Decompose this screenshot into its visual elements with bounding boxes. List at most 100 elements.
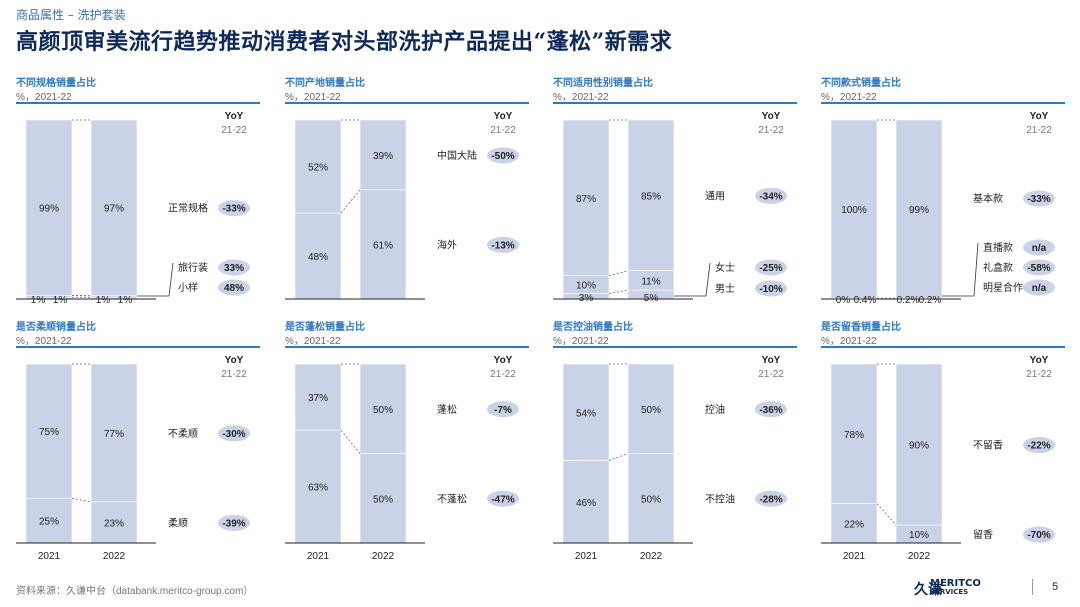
chart-unit: %，2021-22 [16,336,72,347]
yoy-header: YoY [762,111,781,122]
yoy-value: 33% [224,263,244,274]
chart-panel: 不同款式销量占比 %，2021-22 YoY 21-22 100% 0% 0.4% 99% 0.… [821,74,1069,318]
bar-segment [895,119,943,299]
stacked-bar-chart: YoY 21-22 52% 48% 39% 61% 中国大陆 -50% 海外 -13% [285,111,519,300]
yoy-badge [218,514,250,531]
stacked-bar-chart: YoY 21-22 87% 10%3% 85% 11% 5% 通用 -34% 女士 -25% 男士 -1… [553,111,787,304]
stacked-bar-chart: YoY 21-22 37% 63% 50% 50% 蓬松 -7% 不蓬松 -47% 2021 2022 [285,355,519,562]
category-label: 基本款 [973,192,1003,205]
chart-rule [821,346,1065,348]
yoy-header: YoY [494,111,513,122]
yoy-value: -34% [759,191,782,202]
brand-logo-cn: 久谦 [914,582,942,598]
x-tick-label: 2022 [640,551,663,562]
bar-segment [25,363,73,499]
yoy-badge [1023,190,1055,207]
data-label: 54% [576,408,596,419]
data-label: 99% [909,205,929,216]
yoy-badge [487,236,519,253]
stacked-bar-chart: YoY 21-22 78% 22% 90% 10% 不留香 -22% 留香 -70% 2021 202… [821,355,1055,562]
yoy-value: -28% [759,494,782,505]
yoy-header: YoY [225,355,244,366]
bar-segment [830,119,878,299]
x-tick-label: 2022 [908,551,931,562]
data-label: 0.4% [854,295,877,306]
yoy-value: -30% [222,429,245,440]
yoy-period: 21-22 [490,369,516,380]
data-label: 1% [118,295,133,306]
category-label: 不蓬松 [437,492,467,505]
data-label: 37% [308,393,328,404]
data-label: 0.2% [919,295,942,306]
yoy-badge [755,259,787,276]
label-leader [674,262,711,297]
yoy-badge [1023,526,1055,543]
data-label: 63% [308,483,328,494]
bar-segment [294,119,342,214]
yoy-period: 21-22 [758,125,784,136]
yoy-header: YoY [494,355,513,366]
data-label: 22% [844,519,864,530]
category-label: 直播款 [983,241,1013,254]
bar-segment [895,363,943,526]
data-label: 1% [96,295,111,306]
data-label: 11% [641,276,660,287]
yoy-value: n/a [1032,283,1047,294]
data-label: 10% [576,281,596,292]
chart-unit: %，2021-22 [16,92,72,103]
chart-unit: %，2021-22 [821,336,877,347]
data-label: 85% [641,191,661,202]
data-label: 3% [579,293,594,304]
chart-unit: %，2021-22 [821,92,877,103]
data-label: 90% [909,441,929,452]
x-tick-label: 2022 [103,551,126,562]
data-label: 97% [104,204,124,215]
bar-connector [876,503,897,526]
yoy-badge [218,200,250,217]
yoy-value: -58% [1027,263,1050,274]
yoy-period: 21-22 [221,125,247,136]
chart-unit: %，2021-22 [553,336,609,347]
yoy-value: 48% [224,283,244,294]
category-label: 礼盒款 [983,261,1013,274]
page-title: 高颜顶审美流行趋势推动消费者对头部洗护产品提出“蓬松”新需求 [16,29,673,55]
chart-panel: 不同适用性别销量占比 %，2021-22 YoY 21-22 87% 10% 3% 85% 11… [553,74,801,318]
data-label: 50% [373,494,393,505]
data-label: 1% [53,295,68,306]
breadcrumb: 商品属性 – 洗护套装 [16,8,126,22]
yoy-header: YoY [1030,355,1049,366]
data-label: 50% [641,494,661,505]
data-label: 10% [909,530,929,541]
yoy-period: 21-22 [1026,369,1052,380]
chart-rule [16,346,260,348]
data-label: 48% [308,252,328,263]
yoy-badge [1023,259,1055,276]
yoy-value: -33% [222,204,245,215]
yoy-header: YoY [762,355,781,366]
bar-segment [562,363,610,461]
yoy-period: 21-22 [758,369,784,380]
category-label: 正常规格 [168,202,208,215]
bar-connector [340,189,361,214]
brand-name: MERITCO [930,578,981,589]
bar-segment [25,497,73,544]
data-label: 78% [844,430,864,441]
category-label: 柔顺 [168,517,188,529]
category-label: 不柔顺 [168,428,198,440]
data-label: 99% [39,204,59,215]
source-note: 资料来源：久谦中台（databank.meritco-group.com） [16,586,254,597]
yoy-value: -39% [222,518,245,529]
yoy-badge [218,279,250,296]
yoy-badge [1023,437,1055,454]
chart-rule [553,102,797,104]
chart-rule [285,102,529,104]
page-number: 5 [1052,581,1059,593]
category-label: 女士 [715,261,735,274]
label-leader [137,262,174,297]
data-label: 25% [39,517,59,528]
chart-panel: 不同产地销量占比 %，2021-22 YoY 21-22 52% 48% 39% 61% 中国大… [285,74,533,318]
yoy-value: -7% [494,405,512,416]
chart-panel: 不同规格销量占比 %，2021-22 YoY 21-22 99% 1% 1% 97% 1% 1% 正… [16,74,264,318]
stacked-bar-chart: YoY 21-22 75% 25% 77% 23% 不柔顺 -30% 柔顺 -39% 2021 202… [16,355,250,562]
stacked-bar-chart: YoY 21-22 99% 1% 1% 97% 1% 1% 正常规格 -33% 旅行装 33% 小样 48… [16,111,250,306]
